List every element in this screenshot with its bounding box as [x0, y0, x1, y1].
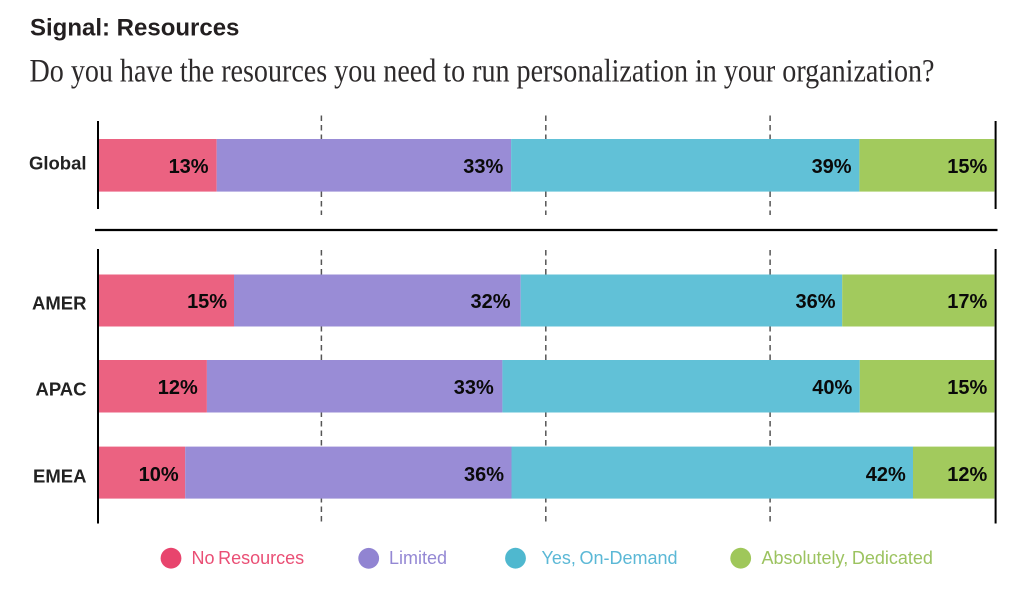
svg-text:15%: 15% — [947, 377, 987, 399]
svg-text:40%: 40% — [812, 377, 852, 399]
svg-text:33%: 33% — [454, 377, 494, 399]
svg-text:AMER: AMER — [32, 292, 86, 313]
svg-text:12%: 12% — [947, 464, 987, 486]
svg-text:Signal: Resources: Signal: Resources — [30, 15, 239, 42]
svg-text:33%: 33% — [463, 156, 503, 178]
svg-text:39%: 39% — [812, 156, 852, 178]
svg-text:Do you have the resources you: Do you have the resources you need to ru… — [30, 53, 935, 89]
svg-text:17%: 17% — [947, 291, 987, 313]
svg-text:Limited: Limited — [389, 548, 447, 568]
svg-text:APAC: APAC — [35, 379, 86, 400]
svg-text:10%: 10% — [139, 464, 179, 486]
svg-text:13%: 13% — [169, 156, 209, 178]
svg-text:Global: Global — [29, 153, 87, 174]
svg-text:No Resources: No Resources — [192, 548, 305, 568]
svg-text:36%: 36% — [795, 291, 835, 313]
svg-text:15%: 15% — [187, 291, 227, 313]
svg-text:15%: 15% — [947, 156, 987, 178]
svg-text:12%: 12% — [158, 377, 198, 399]
svg-text:36%: 36% — [464, 464, 504, 486]
svg-text:Yes, On-Demand: Yes, On-Demand — [542, 548, 678, 568]
svg-text:EMEA: EMEA — [33, 466, 86, 487]
svg-text:42%: 42% — [866, 464, 906, 486]
svg-text:Absolutely, Dedicated: Absolutely, Dedicated — [762, 548, 933, 568]
svg-text:32%: 32% — [470, 291, 510, 313]
